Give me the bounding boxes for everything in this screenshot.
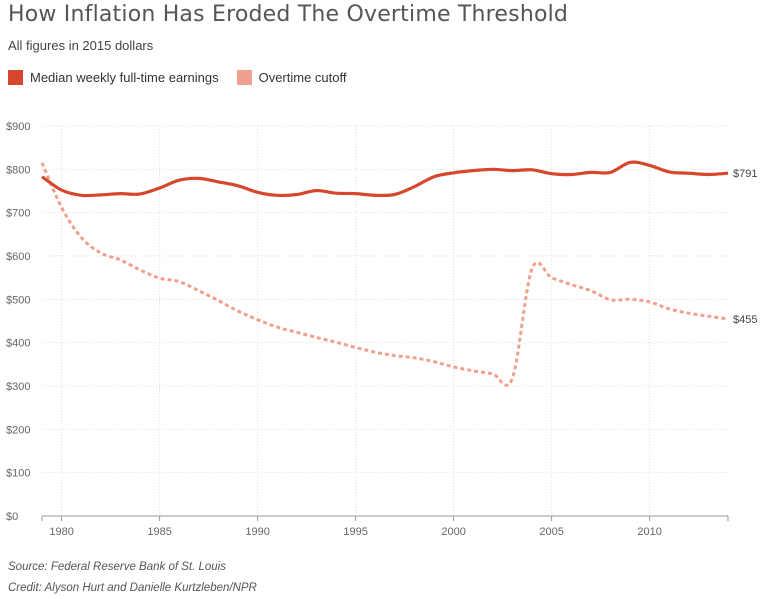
y-tick-label: $200 — [6, 424, 30, 436]
overtime-line — [40, 162, 729, 387]
legend-swatch-overtime — [236, 70, 252, 85]
x-tick-label: 2010 — [637, 526, 661, 538]
y-tick-label: $500 — [6, 294, 30, 306]
y-tick-label: $100 — [6, 468, 30, 480]
legend-item-overtime: Overtime cutoff — [236, 70, 347, 85]
overtime-end-label: $455 — [733, 314, 757, 326]
line-chart: $0 $100 $200 $300 $400 $500 $600 $700 $800 $900 19… — [6, 121, 757, 538]
legend-label-overtime: Overtime cutoff — [258, 70, 347, 85]
y-tick-label: $700 — [6, 208, 30, 220]
y-tick-label: $400 — [6, 338, 30, 350]
source-note: Source: Federal Reserve Bank of St. Loui… — [8, 561, 226, 573]
x-tick-label: 1985 — [147, 526, 171, 538]
legend-swatch-earnings — [8, 70, 23, 85]
legend-label-earnings: Median weekly full-time earnings — [30, 70, 219, 85]
earnings-line — [41, 160, 729, 198]
x-tick-label: 1980 — [49, 526, 73, 538]
y-tick-label: $300 — [6, 381, 30, 393]
legend-item-earnings: Median weekly full-time earnings — [8, 70, 219, 85]
y-tick-label: $800 — [6, 164, 30, 176]
y-tick-label: $900 — [6, 121, 30, 133]
x-tick-label: 2005 — [539, 526, 563, 538]
credit-note: Credit: Alyson Hurt and Danielle Kurtzle… — [8, 582, 257, 594]
x-tick-label: 1990 — [245, 526, 269, 538]
x-tick-label: 2000 — [441, 526, 465, 538]
y-tick-label: $0 — [6, 511, 18, 523]
chart-title: How Inflation Has Eroded The Overtime Th… — [8, 2, 569, 27]
chart-subtitle: All figures in 2015 dollars — [8, 38, 154, 53]
earnings-end-label: $791 — [733, 168, 757, 180]
legend: Median weekly full-time earnings Overtim… — [8, 70, 365, 85]
y-tick-label: $600 — [6, 251, 30, 263]
x-tick-label: 1995 — [343, 526, 367, 538]
